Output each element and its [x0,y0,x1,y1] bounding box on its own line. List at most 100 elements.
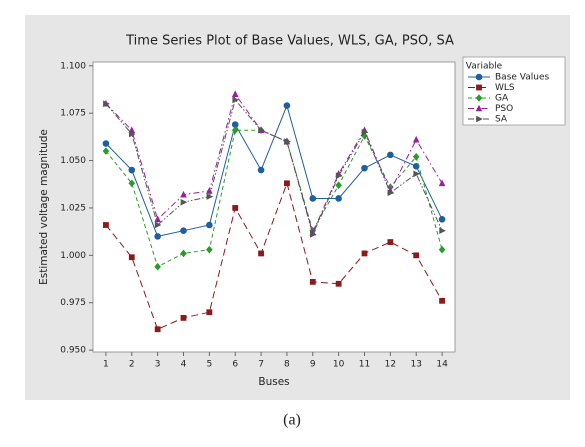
marker [258,250,264,257]
marker [438,216,446,223]
y-tick-label: 0.975 [60,298,86,308]
y-tick-label: 1.050 [60,156,86,166]
x-tick-label: 6 [232,360,238,370]
marker [258,126,265,134]
series-line [105,104,443,237]
marker [284,138,291,145]
marker [231,121,239,128]
marker [128,130,136,138]
legend-box [462,56,566,126]
marker [102,147,110,155]
legend-label: GA [495,94,509,104]
marker [335,280,342,287]
marker [154,262,161,271]
marker [128,179,136,188]
marker [361,250,368,257]
legend-label: SA [495,115,508,125]
marker [232,205,239,211]
marker [180,198,188,206]
legend-label: WLS [495,83,515,93]
series-line [105,93,443,235]
series-line [105,98,443,236]
marker [231,90,239,98]
x-tick-label: 8 [284,360,290,370]
caption: (a) [283,412,301,429]
legend-marker [475,73,483,81]
y-tick-label: 1.100 [60,61,86,71]
marker [102,140,110,147]
marker [128,254,135,261]
x-axis-label: Buses [258,376,289,388]
marker [413,170,421,178]
plot-area [92,61,456,353]
marker [206,193,214,200]
legend-marker [476,115,483,123]
marker [309,231,317,238]
marker [361,164,368,172]
marker [439,227,446,234]
marker [387,151,394,159]
y-tick-label: 1.025 [60,203,86,213]
marker [438,179,446,187]
marker [180,314,187,321]
y-tick-label: 1.075 [60,109,86,119]
marker [180,249,187,258]
x-tick-label: 12 [385,360,396,370]
marker [206,245,213,254]
marker [412,162,420,170]
marker [412,135,420,143]
x-tick-label: 7 [258,360,264,370]
x-tick-label: 11 [359,360,370,370]
marker [412,152,420,161]
marker [438,245,446,254]
marker [335,172,343,180]
marker [335,195,342,202]
marker [180,190,187,198]
marker [361,128,369,136]
x-tick-label: 9 [310,360,316,370]
marker [335,181,342,190]
series-line [105,181,443,330]
marker [154,233,161,240]
marker [103,222,109,228]
x-tick-label: 3 [155,360,161,370]
y-tick-label: 0.950 [60,346,86,356]
marker [206,309,213,316]
marker [387,239,394,245]
y-tick-label: 1.000 [60,251,86,261]
marker [283,102,291,109]
x-tick-label: 2 [129,360,135,370]
x-tick-label: 4 [181,360,187,370]
marker [231,126,239,135]
y-axis-label: Estimated voltage magnitude [38,129,50,285]
marker [232,96,240,104]
marker [439,297,445,304]
marker [387,189,395,197]
marker [128,166,136,174]
x-tick-label: 13 [410,360,421,370]
x-tick-label: 14 [436,360,448,370]
marker [154,326,161,333]
legend-marker [476,84,482,91]
marker [154,221,162,229]
x-tick-label: 5 [206,360,212,370]
legend-label: Base Values [495,73,549,83]
marker [309,195,317,202]
chart-title: Time Series Plot of Base Values, WLS, GA… [125,34,454,49]
marker [284,180,290,187]
legend-marker [475,94,483,102]
marker [206,221,213,229]
legend-title: Variable [466,62,503,72]
marker [154,215,161,223]
x-tick-label: 1 [103,360,109,370]
marker [103,100,110,107]
marker [180,227,187,234]
marker [309,278,316,285]
marker [257,166,265,174]
legend-label: PSO [495,104,513,114]
x-tick-label: 10 [333,360,345,370]
legend-marker [475,104,483,112]
marker [413,252,420,259]
